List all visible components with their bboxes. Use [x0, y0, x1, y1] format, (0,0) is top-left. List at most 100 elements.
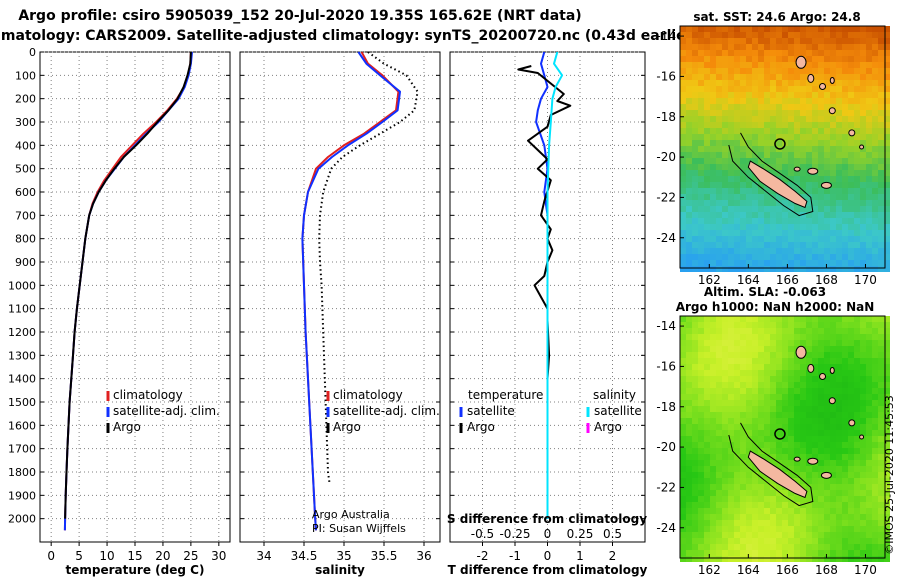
map-cell — [752, 104, 758, 110]
map-cell — [710, 158, 716, 164]
map-cell — [842, 472, 848, 478]
map-cell — [842, 334, 848, 340]
map-x-tick-label: 168 — [815, 563, 838, 577]
map-cell — [776, 496, 782, 502]
map-cell — [842, 550, 848, 556]
map-cell — [710, 526, 716, 532]
map-cell — [860, 364, 866, 370]
map-cell — [830, 104, 836, 110]
map-cell — [692, 194, 698, 200]
map-cell — [716, 176, 722, 182]
map-cell — [752, 188, 758, 194]
map-cell — [722, 406, 728, 412]
map-cell — [716, 340, 722, 346]
map-cell — [866, 436, 872, 442]
map-cell — [734, 242, 740, 248]
map-cell — [878, 358, 884, 364]
map-cell — [680, 454, 686, 460]
map-cell — [884, 544, 890, 550]
map-cell — [716, 472, 722, 478]
map-cell — [854, 406, 860, 412]
map-cell — [686, 412, 692, 418]
map-cell — [836, 472, 842, 478]
map-cell — [770, 394, 776, 400]
map-cell — [764, 514, 770, 520]
map-cell — [836, 152, 842, 158]
map-cell — [884, 158, 890, 164]
map-cell — [800, 242, 806, 248]
map-cell — [680, 496, 686, 502]
map-cell — [788, 200, 794, 206]
map-cell — [884, 556, 890, 562]
map-cell — [734, 412, 740, 418]
map-cell — [824, 436, 830, 442]
map-cell — [800, 146, 806, 152]
map-cell — [722, 532, 728, 538]
map-cell — [806, 218, 812, 224]
map-cell — [860, 98, 866, 104]
map-cell — [692, 68, 698, 74]
map-cell — [830, 188, 836, 194]
map-cell — [794, 110, 800, 116]
map-cell — [776, 140, 782, 146]
map-cell — [740, 86, 746, 92]
map-cell — [854, 224, 860, 230]
map-cell — [812, 62, 818, 68]
map-cell — [866, 454, 872, 460]
map-cell — [830, 212, 836, 218]
map-cell — [698, 340, 704, 346]
map-cell — [854, 62, 860, 68]
map-cell — [716, 388, 722, 394]
map-cell — [800, 110, 806, 116]
map-cell — [872, 544, 878, 550]
map-cell — [842, 496, 848, 502]
map-cell — [752, 62, 758, 68]
map-cell — [824, 206, 830, 212]
map-cell — [860, 206, 866, 212]
map-cell — [800, 104, 806, 110]
map-cell — [722, 466, 728, 472]
map-cell — [830, 412, 836, 418]
map-cell — [776, 394, 782, 400]
map-cell — [698, 442, 704, 448]
map-cell — [842, 394, 848, 400]
y-tick-label: 1300 — [8, 349, 36, 362]
map-cell — [692, 146, 698, 152]
map-cell — [776, 44, 782, 50]
map-cell — [842, 346, 848, 352]
map-cell — [698, 400, 704, 406]
map-cell — [824, 116, 830, 122]
map-cell — [758, 44, 764, 50]
map-cell — [830, 182, 836, 188]
map-cell — [686, 104, 692, 110]
map-cell — [686, 56, 692, 62]
map-cell — [824, 406, 830, 412]
map-cell — [854, 472, 860, 478]
map-cell — [752, 340, 758, 346]
map-cell — [698, 544, 704, 550]
map-cell — [686, 146, 692, 152]
y-tick-label: 0 — [29, 46, 36, 59]
map-cell — [800, 430, 806, 436]
map-cell — [728, 352, 734, 358]
map-cell — [860, 242, 866, 248]
map-cell — [722, 454, 728, 460]
map-cell — [722, 346, 728, 352]
map-cell — [764, 152, 770, 158]
map-cell — [710, 38, 716, 44]
map-cell — [758, 424, 764, 430]
map-cell — [866, 418, 872, 424]
series-line-1 — [301, 51, 401, 531]
map-cell — [824, 478, 830, 484]
map-cell — [686, 514, 692, 520]
map-cell — [704, 532, 710, 538]
map-cell — [836, 328, 842, 334]
map-cell — [836, 146, 842, 152]
map-cell — [854, 550, 860, 556]
island-vanuatu-6 — [829, 76, 835, 84]
map-cell — [746, 466, 752, 472]
map-cell — [782, 406, 788, 412]
map-cell — [686, 370, 692, 376]
map-cell — [710, 454, 716, 460]
map-cell — [704, 92, 710, 98]
